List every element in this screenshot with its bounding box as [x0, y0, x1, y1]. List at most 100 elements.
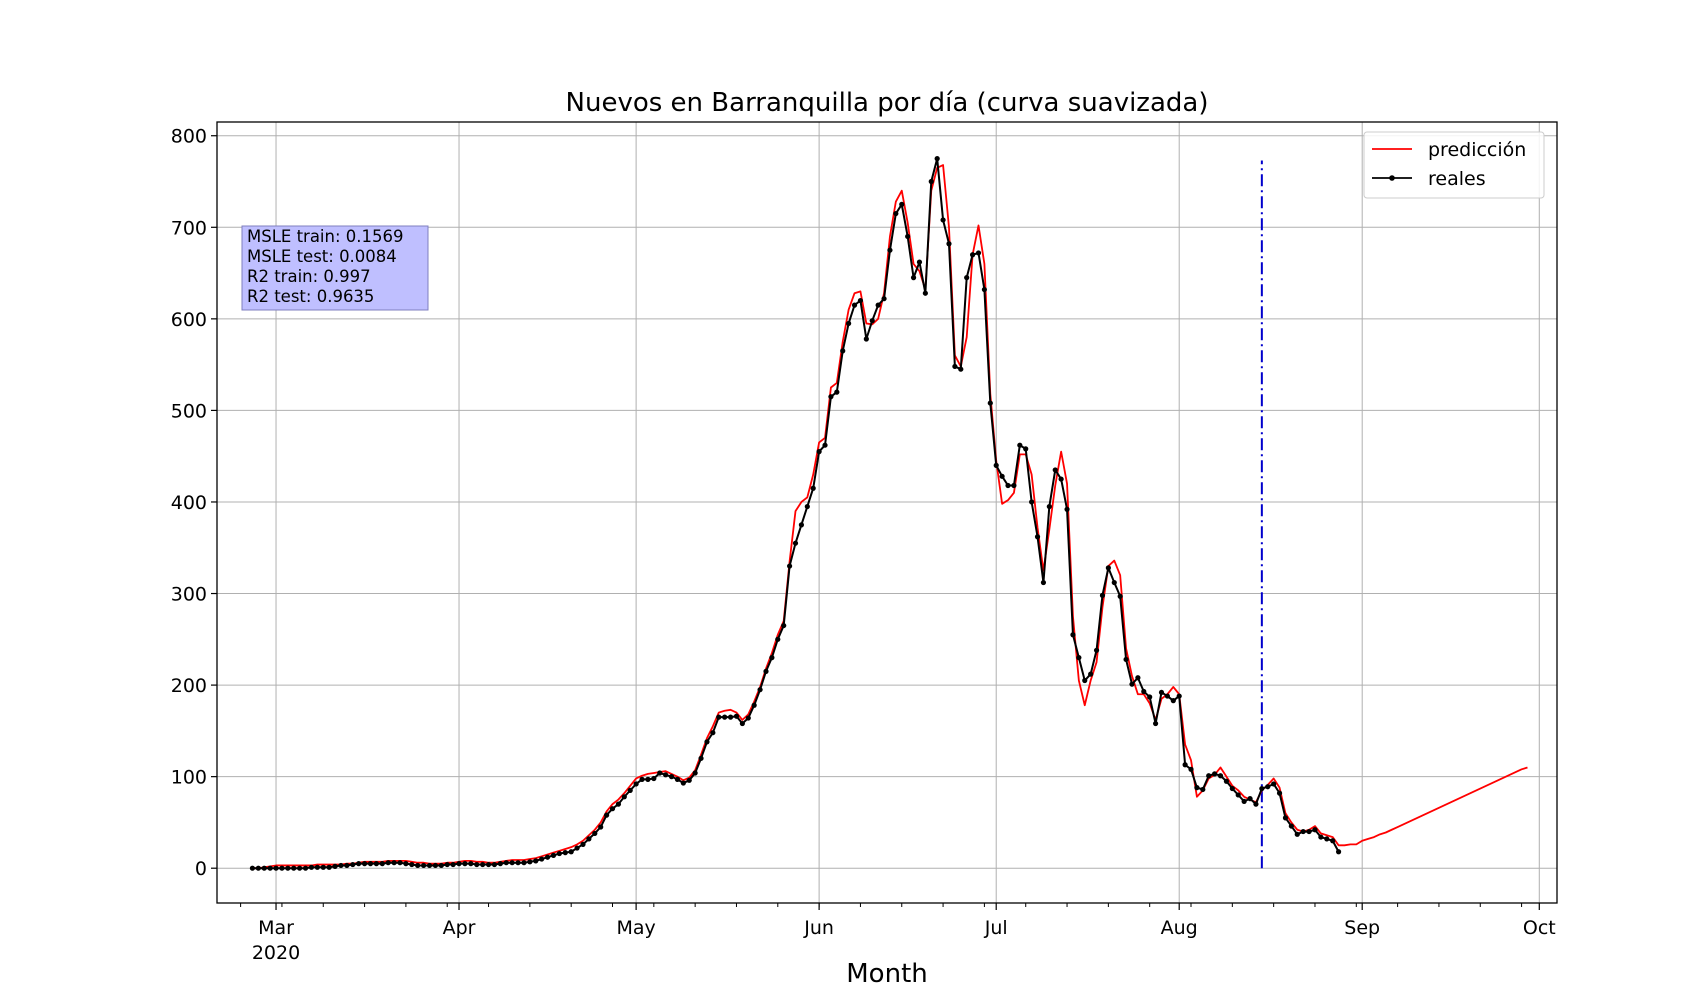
- data-point-reales: [999, 473, 1005, 479]
- data-point-reales: [674, 776, 681, 783]
- data-point-reales: [928, 178, 934, 185]
- data-point-reales: [409, 861, 415, 868]
- data-point-reales: [952, 363, 958, 370]
- data-point-reales: [733, 713, 740, 719]
- data-point-reales: [1117, 593, 1123, 599]
- data-point-reales: [598, 824, 604, 830]
- legend-label-reales: reales: [1428, 168, 1486, 190]
- legend: predicción reales: [1363, 131, 1545, 199]
- data-point-reales: [757, 687, 763, 693]
- data-point-reales: [1105, 565, 1111, 571]
- data-point-reales: [1241, 798, 1247, 804]
- data-point-reales: [539, 856, 545, 862]
- data-point-reales: [397, 860, 403, 866]
- data-point-reales: [916, 259, 923, 265]
- data-point-reales: [314, 864, 320, 870]
- y-tick-label: 400: [171, 492, 207, 514]
- data-point-reales: [1282, 815, 1289, 821]
- data-point-reales: [1294, 831, 1300, 837]
- data-point-reales: [1082, 677, 1088, 684]
- data-point-reales: [403, 861, 409, 867]
- y-tick-label: 200: [171, 675, 207, 697]
- data-point-reales: [1170, 698, 1176, 704]
- data-point-reales: [946, 241, 952, 247]
- data-point-reales: [1135, 675, 1141, 681]
- data-point-reales: [822, 442, 828, 448]
- data-point-reales: [556, 850, 562, 857]
- data-point-reales: [503, 860, 509, 866]
- data-point-reales: [261, 865, 267, 871]
- data-point-reales: [1040, 579, 1047, 586]
- data-point-reales: [934, 156, 940, 162]
- data-point-reales: [1194, 785, 1200, 791]
- data-point-reales: [969, 252, 976, 258]
- metric-r2-train: R2 train: 0.997: [247, 267, 371, 286]
- data-point-reales: [1182, 762, 1188, 768]
- data-point-reales: [1064, 506, 1070, 512]
- data-point-reales: [857, 297, 864, 304]
- data-point-reales: [604, 812, 610, 818]
- data-point-reales: [1088, 671, 1094, 677]
- x-tick-year-label: 2020: [252, 942, 300, 964]
- data-point-reales: [1259, 785, 1265, 792]
- y-tick-label: 600: [171, 309, 207, 331]
- data-point-reales: [1300, 828, 1306, 835]
- plot-frame: [216, 121, 1558, 904]
- data-point-reales: [698, 755, 704, 761]
- data-point-reales: [816, 449, 822, 455]
- data-point-reales: [1330, 838, 1336, 844]
- data-point-reales: [710, 730, 716, 736]
- data-point-reales: [491, 861, 498, 868]
- data-point-reales: [462, 861, 468, 867]
- data-point-reales: [550, 852, 557, 858]
- data-point-reales: [1324, 836, 1330, 842]
- data-point-reales: [515, 860, 521, 866]
- data-point-reales: [415, 862, 421, 869]
- data-point-reales: [987, 400, 993, 406]
- data-point-reales: [497, 861, 503, 867]
- data-point-reales: [326, 864, 332, 870]
- data-point-reales: [1123, 656, 1129, 663]
- data-point-reales: [981, 286, 988, 293]
- data-point-reales: [645, 776, 651, 783]
- data-point-reales: [273, 865, 279, 871]
- data-point-reales: [851, 302, 858, 308]
- data-point-reales: [444, 861, 450, 868]
- data-point-reales: [533, 858, 539, 864]
- data-point-reales: [356, 861, 362, 867]
- data-point-reales: [297, 865, 303, 871]
- data-point-reales: [1158, 689, 1165, 696]
- data-point-reales: [810, 485, 816, 491]
- data-point-reales: [373, 861, 379, 867]
- y-tick-label: 100: [171, 767, 207, 789]
- metric-msle-train: MSLE train: 0.1569: [247, 227, 404, 246]
- data-point-reales: [1217, 773, 1224, 779]
- data-point-reales: [332, 863, 338, 869]
- data-point-reales: [367, 861, 374, 867]
- data-point-reales: [1318, 834, 1324, 840]
- x-tick-label: May: [616, 917, 655, 939]
- data-point-reales: [863, 336, 869, 342]
- data-point-reales: [910, 275, 917, 281]
- data-point-reales: [1052, 467, 1058, 473]
- metrics-box: MSLE train: 0.1569 MSLE test: 0.0084 R2 …: [241, 225, 429, 311]
- metric-msle-test: MSLE test: 0.0084: [247, 247, 397, 266]
- data-point-reales: [1029, 499, 1035, 505]
- y-tick-label: 500: [171, 400, 207, 422]
- data-point-reales: [1152, 720, 1159, 727]
- data-point-reales: [639, 776, 645, 783]
- series-lines: [249, 156, 1528, 871]
- y-axis: 0 100 200 300 400 500 600 700 800: [171, 126, 217, 880]
- data-point-reales: [1276, 790, 1283, 796]
- data-point-reales: [1076, 655, 1082, 661]
- data-point-reales: [344, 862, 350, 869]
- data-point-reales: [775, 636, 781, 642]
- data-point-reales: [668, 774, 675, 780]
- data-point-reales: [834, 389, 840, 395]
- data-point-reales: [615, 801, 622, 807]
- chart-title: Nuevos en Barranquilla por día (curva su…: [566, 88, 1209, 118]
- data-point-reales: [609, 806, 616, 812]
- data-point-reales: [1212, 771, 1218, 777]
- data-point-reales: [1005, 482, 1011, 489]
- data-point-reales: [568, 849, 574, 855]
